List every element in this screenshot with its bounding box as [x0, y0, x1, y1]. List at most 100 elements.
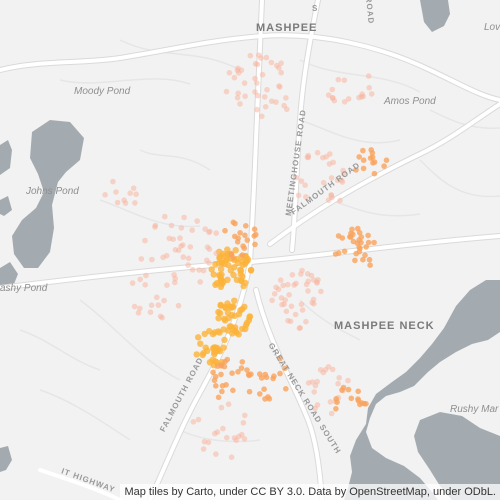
map-point-423: [340, 171, 347, 177]
map-point-393: [213, 451, 219, 457]
map-point-460: [355, 388, 362, 395]
map-point-98: [226, 323, 233, 330]
map-point-476: [257, 371, 263, 377]
map-point-405: [137, 276, 143, 283]
map-point-151: [235, 369, 241, 375]
map-point-259: [261, 94, 268, 100]
map-point-95: [228, 311, 236, 319]
label-lovells: Lov: [484, 22, 500, 33]
map-point-258: [288, 303, 295, 310]
map-point-293: [255, 52, 262, 58]
map-point-444: [130, 185, 137, 191]
map-point-220: [285, 281, 291, 288]
map-point-292: [277, 84, 283, 90]
map-point-248: [292, 311, 299, 318]
map-point-452: [348, 395, 355, 402]
map-point-326: [177, 235, 183, 241]
map-point-288: [241, 80, 248, 86]
map-point-93: [216, 310, 224, 317]
map-point-21: [224, 246, 231, 253]
map-point-380: [242, 412, 248, 419]
map-point-388: [225, 401, 232, 408]
map-point-284: [234, 67, 241, 74]
map-point-53: [227, 267, 234, 274]
map-point-109: [195, 334, 202, 341]
map-point-145: [230, 387, 236, 394]
map-attribution[interactable]: Map tiles by Carto, under CC BY 3.0. Dat…: [120, 484, 500, 500]
map-point-100: [242, 322, 250, 329]
map-point-438: [114, 199, 121, 206]
map-point-249: [280, 282, 287, 289]
map-point-129: [211, 329, 218, 336]
map-point-41: [232, 247, 239, 254]
map-point-413: [337, 197, 343, 204]
map-point-237: [311, 301, 317, 307]
map-point-175: [352, 257, 358, 264]
map-point-409: [148, 302, 155, 309]
map-point-472: [277, 356, 283, 362]
map-point-236: [304, 271, 311, 277]
map-point-135: [210, 369, 216, 376]
water-moody-side-pond: [0, 140, 12, 175]
map-point-37: [239, 261, 247, 269]
map-point-407: [147, 309, 154, 316]
map-point-99: [222, 304, 229, 312]
map-point-186: [358, 239, 364, 246]
map-point-274: [264, 87, 270, 93]
label-johns-pond: Johns Pond: [26, 186, 79, 197]
map-point-425: [295, 192, 302, 199]
map-point-294: [231, 74, 238, 81]
map-point-428: [338, 177, 345, 184]
map-point-306: [365, 73, 372, 79]
map-point-464: [283, 386, 289, 392]
map-point-353: [185, 255, 192, 262]
map-point-230: [299, 267, 305, 274]
map-point-334: [168, 222, 175, 229]
map-point-247: [289, 272, 296, 278]
map-point-88: [215, 315, 222, 322]
map-point-238: [298, 301, 305, 308]
map-point-352: [175, 247, 182, 254]
map-point-167: [237, 230, 243, 236]
map-point-270: [252, 75, 258, 82]
map-point-290: [252, 89, 258, 95]
map-point-48: [240, 282, 247, 290]
map-point-52: [237, 267, 245, 274]
map-point-138: [239, 359, 246, 365]
map-point-84: [246, 313, 254, 320]
map-point-182: [365, 239, 372, 246]
map-point-250: [318, 288, 324, 295]
map-point-97: [233, 329, 240, 336]
map-point-440: [132, 200, 138, 206]
map-point-286: [247, 52, 254, 59]
map-point-339: [189, 227, 195, 233]
map-point-434: [327, 151, 333, 157]
map-point-213: [370, 160, 376, 166]
map-point-429: [298, 178, 305, 184]
map-point-153: [219, 383, 226, 389]
map-point-265: [268, 98, 275, 104]
map-point-35: [216, 255, 223, 262]
map-point-146: [229, 370, 235, 377]
map-point-212: [371, 170, 378, 177]
map-point-437: [127, 190, 133, 196]
map-point-404: [143, 272, 149, 279]
map-point-368: [345, 377, 351, 384]
map-point-276: [278, 60, 284, 66]
map-point-406: [154, 294, 160, 301]
map-point-311: [368, 91, 375, 97]
map-point-307: [325, 92, 332, 98]
water-northeast-pond: [420, 0, 450, 32]
label-moody-pond: Moody Pond: [74, 86, 131, 97]
map-point-432: [320, 179, 327, 186]
map-point-211: [360, 165, 367, 172]
map-point-366: [325, 364, 332, 370]
map-point-474: [265, 394, 271, 400]
map-point-232: [293, 280, 299, 287]
map-point-208: [356, 154, 363, 160]
map-point-458: [333, 406, 339, 412]
map-point-226: [296, 325, 303, 332]
map-point-350: [162, 213, 168, 220]
map-point-336: [149, 256, 155, 263]
